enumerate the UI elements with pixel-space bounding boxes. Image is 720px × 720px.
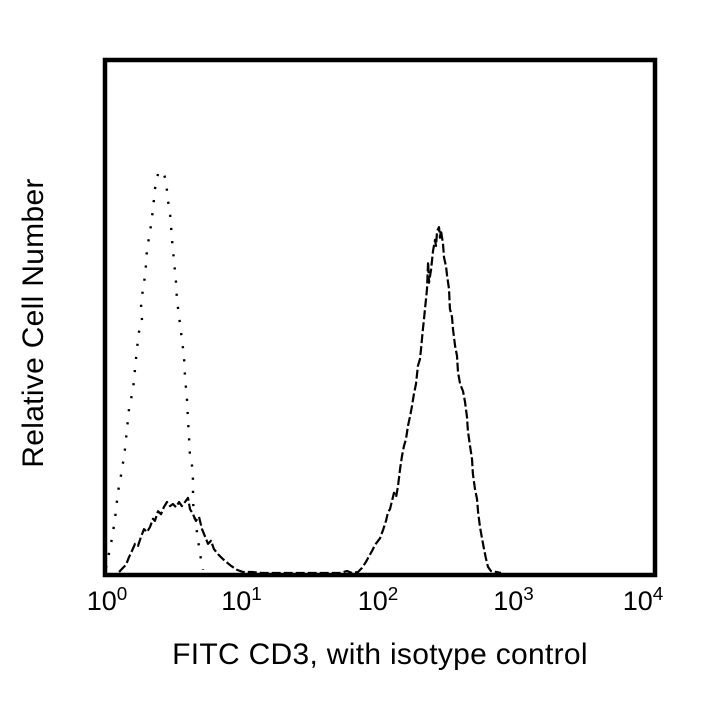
cd3-fitc-curve [118, 226, 502, 575]
y-axis-label: Relative Cell Number [17, 178, 50, 468]
x-axis-label: FITC CD3, with isotype control [172, 638, 588, 671]
x-tick-label-10e0: 100 [86, 584, 128, 616]
curve-layer [104, 169, 502, 575]
x-tick-label-10e2: 102 [357, 584, 399, 616]
x-tick-label-10e4: 104 [622, 584, 664, 616]
isotype-control-curve [104, 169, 205, 571]
x-tick-label-10e1: 101 [221, 584, 262, 616]
x-tick-label-10e3: 103 [493, 584, 534, 616]
plot-border [102, 57, 658, 578]
